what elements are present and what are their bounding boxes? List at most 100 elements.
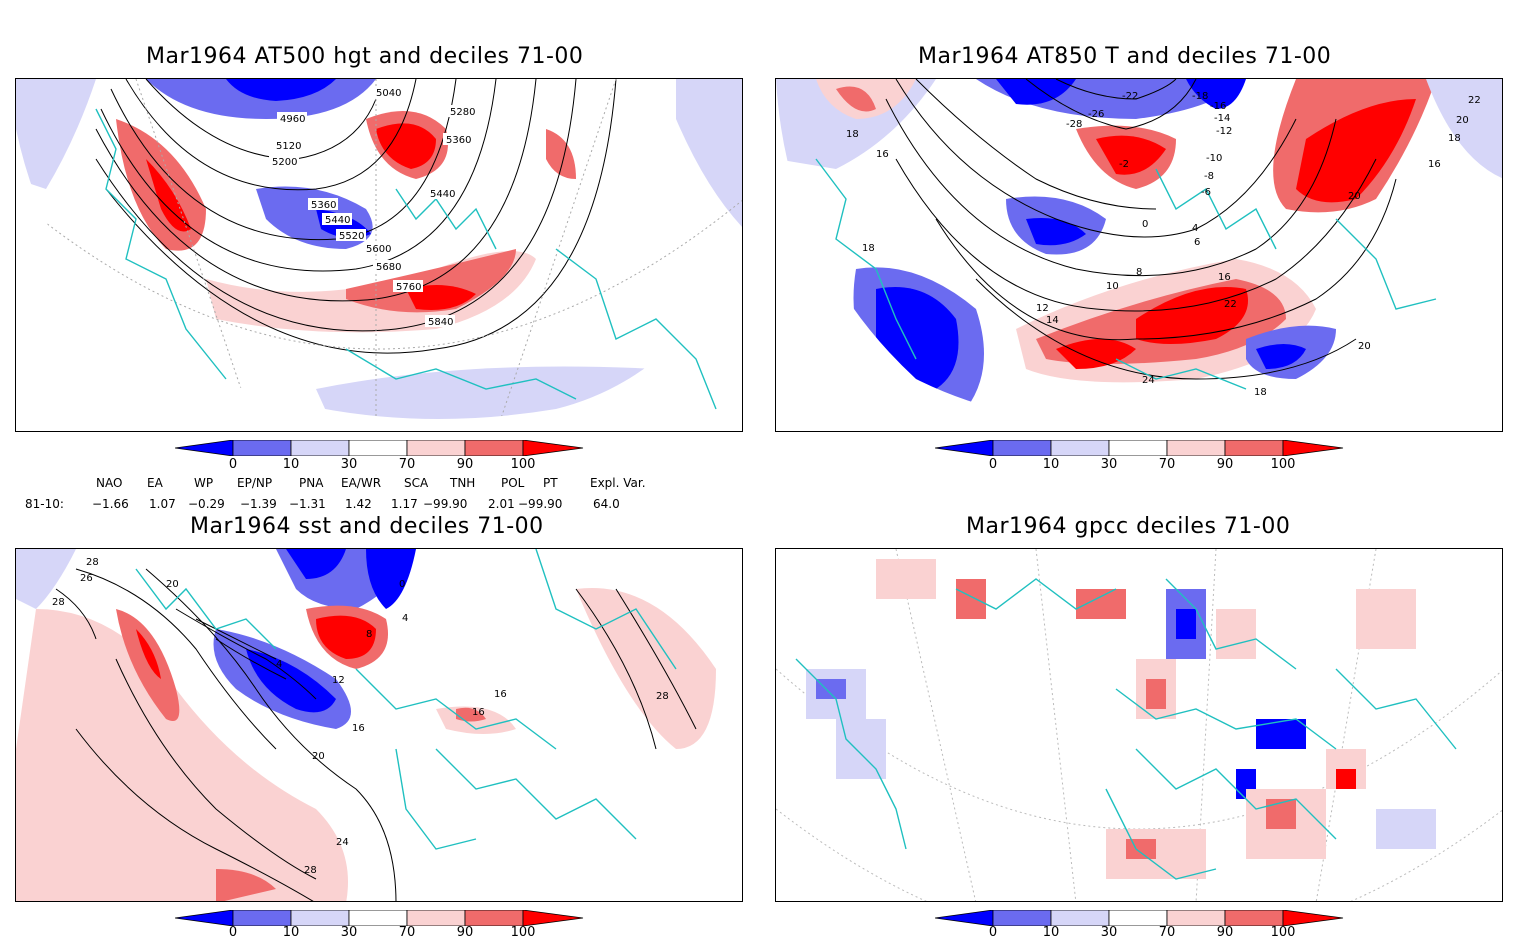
colorbar-tick: 10: [282, 457, 300, 472]
contour-label: 5840: [428, 317, 453, 328]
colorbar-tick: 70: [398, 925, 416, 940]
contour-label: 18: [1254, 387, 1267, 398]
index-value: 1.42: [345, 497, 372, 511]
contour-label: 16: [1218, 272, 1231, 283]
contour-label: 8: [1136, 267, 1142, 278]
colorbar-tick: 70: [398, 457, 416, 472]
colorbar-t850: 0 10 30 70 90 100: [935, 440, 1355, 480]
contour-label: 4: [276, 659, 282, 670]
map-panel-sst: 28 26 20 28 0 4 8 12 16 16 16 20 24 28 2…: [15, 548, 743, 902]
contour-label: 6: [1194, 237, 1200, 248]
contour-label: 14: [1046, 315, 1059, 326]
index-value: 1.17: [391, 497, 418, 511]
colorbar-tick: 10: [1042, 925, 1060, 940]
index-value: −1.66: [92, 497, 129, 511]
colorbar-gpcc: 0 10 30 70 90 100: [935, 910, 1355, 950]
colorbar-tick: 10: [282, 925, 300, 940]
map-panel-t850: 22 20 18 16 18 16 18 -18 -16 -14 -12 -10…: [775, 78, 1503, 432]
index-header: EP/NP: [237, 476, 273, 490]
contour-label: 5680: [376, 262, 401, 273]
index-header: SCA: [404, 476, 429, 490]
colorbar-tick: 90: [456, 457, 474, 472]
colorbar-tick: 90: [1216, 457, 1234, 472]
contour-label: -28: [1066, 119, 1082, 130]
contour-label: 22: [1468, 95, 1481, 106]
map-canvas: 22 20 18 16 18 16 18 -18 -16 -14 -12 -10…: [776, 79, 1502, 431]
contour-label: 5280: [450, 107, 475, 118]
colorbar-tick: 90: [456, 925, 474, 940]
index-value: 1.07: [149, 497, 176, 511]
colorbar-tick: 100: [510, 457, 536, 472]
contour-label: 20: [1358, 341, 1371, 352]
index-row-label: 81-10:: [25, 497, 64, 511]
contour-label: 4: [402, 613, 408, 624]
index-value: −99.90: [423, 497, 468, 511]
contour-label: 16: [494, 689, 507, 700]
colorbar-tick: 0: [228, 925, 238, 940]
contour-label: 26: [80, 573, 93, 584]
contour-label: 16: [1428, 159, 1441, 170]
index-header: EA: [147, 476, 163, 490]
contour-label: 18: [862, 243, 875, 254]
colorbar-tick: 30: [340, 457, 358, 472]
contour-label: 5600: [366, 244, 391, 255]
contour-label: 5440: [430, 189, 455, 200]
contour-label: -10: [1206, 153, 1222, 164]
contour-label: -18: [1192, 91, 1208, 102]
colorbar-sst: 0 10 30 70 90 100: [175, 910, 595, 950]
map-panel-gpcc: [775, 548, 1503, 902]
colorbar-tick: 30: [340, 925, 358, 940]
contour-label: 0: [1142, 219, 1148, 230]
index-header: POL: [501, 476, 525, 490]
contour-label: 12: [1036, 303, 1049, 314]
index-header: TNH: [450, 476, 476, 490]
colorbar-tick: 90: [1216, 925, 1234, 940]
contour-label: 8: [366, 629, 372, 640]
index-value: 64.0: [593, 497, 620, 511]
index-header: WP: [194, 476, 214, 490]
contour-label: 5040: [376, 88, 401, 99]
contour-label: 20: [312, 751, 325, 762]
index-value: −0.29: [188, 497, 225, 511]
panel-title-gpcc: Mar1964 gpcc deciles 71-00: [966, 514, 1291, 539]
contour-label: -8: [1204, 171, 1214, 182]
colorbar-tick: 0: [988, 457, 998, 472]
contour-label: 4: [1192, 223, 1198, 234]
contour-label: 4960: [280, 114, 305, 125]
contour-label: 18: [1448, 133, 1461, 144]
index-header: PNA: [299, 476, 324, 490]
contour-label: -6: [1201, 187, 1211, 198]
contour-label: 22: [1224, 299, 1237, 310]
contour-label: 28: [304, 865, 317, 876]
contour-label: 16: [352, 723, 365, 734]
contour-label: 18: [846, 129, 859, 140]
contour-label: -22: [1122, 91, 1138, 102]
contour-label: 5360: [311, 200, 336, 211]
contour-label: 20: [1348, 191, 1361, 202]
contour-label: 28: [86, 557, 99, 568]
index-header: PT: [543, 476, 558, 490]
map-canvas: 5040 5280 4960 5360 5120 5200 5440 5360 …: [16, 79, 742, 431]
contour-label: -16: [1210, 101, 1226, 112]
contour-label: -12: [1216, 126, 1232, 137]
panel-title-sst: Mar1964 sst and deciles 71-00: [190, 514, 544, 539]
contour-label: 16: [876, 149, 889, 160]
contour-label: 5200: [272, 157, 297, 168]
contour-label: -2: [1119, 159, 1129, 170]
contour-label: 5120: [276, 141, 301, 152]
colorbar-tick: 70: [1158, 457, 1176, 472]
colorbar-tick: 30: [1100, 925, 1118, 940]
contour-label: 16: [472, 707, 485, 718]
contour-label: 28: [656, 691, 669, 702]
contour-label: 24: [1142, 375, 1155, 386]
colorbar-tick: 100: [1270, 925, 1296, 940]
colorbar-tick: 100: [510, 925, 536, 940]
colorbar-tick: 70: [1158, 925, 1176, 940]
index-value: −99.90: [518, 497, 563, 511]
contour-label: 24: [336, 837, 349, 848]
colorbar-tick: 0: [228, 457, 238, 472]
index-value: −1.39: [240, 497, 277, 511]
index-header: NAO: [96, 476, 123, 490]
panel-title-t850: Mar1964 AT850 T and deciles 71-00: [918, 44, 1332, 69]
contour-label: 28: [52, 597, 65, 608]
